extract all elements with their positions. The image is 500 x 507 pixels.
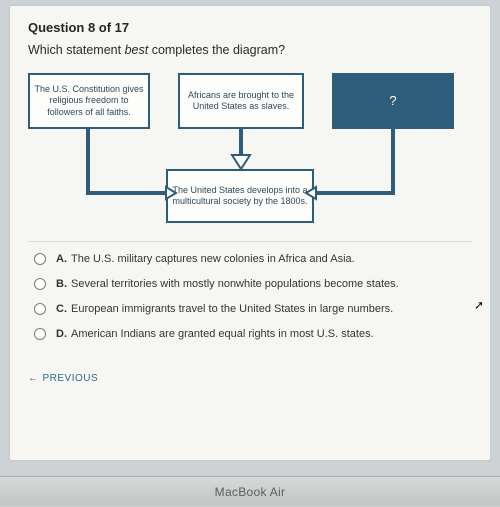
option-text: B.Several territories with mostly nonwhi… <box>56 277 399 292</box>
radio-icon[interactable] <box>34 328 46 340</box>
option-text: D.American Indians are granted equal rig… <box>56 327 374 342</box>
option-a[interactable]: A.The U.S. military captures new colonie… <box>34 252 472 267</box>
previous-button[interactable]: ← PREVIOUS <box>28 373 98 384</box>
answer-options: A.The U.S. military captures new colonie… <box>28 252 472 341</box>
question-prompt: Which statement best completes the diagr… <box>28 43 472 57</box>
option-c[interactable]: C.European immigrants travel to the Unit… <box>34 302 472 317</box>
arrow-left-icon: ← <box>28 373 39 384</box>
option-d[interactable]: D.American Indians are granted equal rig… <box>34 327 472 342</box>
question-counter: Question 8 of 17 <box>28 20 472 35</box>
cursor-icon: ➚ <box>474 298 484 312</box>
option-b[interactable]: B.Several territories with mostly nonwhi… <box>34 277 472 292</box>
previous-label: PREVIOUS <box>43 373 99 384</box>
divider <box>28 241 472 242</box>
diagram: The U.S. Constitution gives religious fr… <box>28 73 472 223</box>
device-label: MacBook Air <box>0 476 500 506</box>
option-text: A.The U.S. military captures new colonie… <box>56 252 355 267</box>
radio-icon[interactable] <box>34 253 46 265</box>
radio-icon[interactable] <box>34 303 46 315</box>
radio-icon[interactable] <box>34 278 46 290</box>
option-text: C.European immigrants travel to the Unit… <box>56 302 393 317</box>
diagram-arrows <box>28 73 458 223</box>
